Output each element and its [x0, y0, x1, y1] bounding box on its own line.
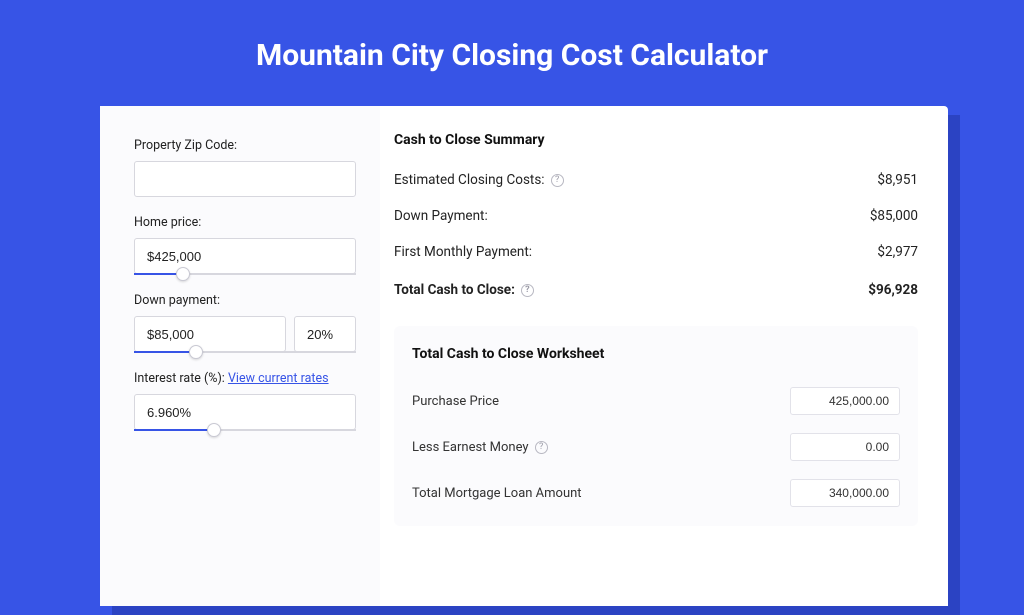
zip-label: Property Zip Code: [134, 138, 356, 153]
zip-input[interactable] [134, 161, 356, 197]
worksheet-row: Less Earnest Money ? [412, 424, 900, 470]
summary-total-value: $96,928 [868, 282, 918, 298]
summary-label: Estimated Closing Costs: [394, 172, 545, 188]
down-payment-pct-input[interactable] [294, 316, 356, 352]
view-rates-link[interactable]: View current rates [228, 371, 329, 386]
home-price-input[interactable] [134, 238, 356, 274]
worksheet-row: Purchase Price [412, 378, 900, 424]
help-icon[interactable]: ? [551, 174, 564, 187]
summary-label: Down Payment: [394, 208, 488, 224]
down-payment-slider[interactable] [134, 351, 356, 353]
results-panel: Cash to Close Summary Estimated Closing … [380, 106, 948, 606]
earnest-money-input[interactable] [790, 433, 900, 461]
slider-fill [134, 351, 196, 353]
slider-thumb[interactable] [207, 423, 221, 437]
home-price-label: Home price: [134, 215, 356, 230]
interest-rate-slider[interactable] [134, 429, 356, 431]
mortgage-loan-input[interactable] [790, 479, 900, 507]
summary-total-label: Total Cash to Close: [394, 282, 515, 298]
summary-row: Down Payment: $85,000 [394, 198, 918, 234]
summary-row: Estimated Closing Costs: ? $8,951 [394, 162, 918, 198]
slider-thumb[interactable] [189, 345, 203, 359]
summary-label: First Monthly Payment: [394, 244, 532, 260]
worksheet-row: Total Mortgage Loan Amount [412, 470, 900, 516]
slider-thumb[interactable] [176, 267, 190, 281]
page-title: Mountain City Closing Cost Calculator [0, 0, 1024, 101]
summary-total-row: Total Cash to Close: ? $96,928 [394, 272, 918, 308]
summary-row: First Monthly Payment: $2,977 [394, 234, 918, 270]
calculator-card: Property Zip Code: Home price: Down paym… [100, 106, 948, 606]
interest-rate-label: Interest rate (%): [134, 371, 225, 386]
help-icon[interactable]: ? [535, 441, 548, 454]
worksheet-label: Less Earnest Money [412, 440, 529, 455]
down-payment-label: Down payment: [134, 293, 356, 308]
summary-value: $2,977 [877, 244, 918, 260]
inputs-panel: Property Zip Code: Home price: Down paym… [100, 106, 380, 606]
worksheet-label: Purchase Price [412, 394, 499, 409]
worksheet-header: Total Cash to Close Worksheet [412, 346, 900, 362]
purchase-price-input[interactable] [790, 387, 900, 415]
worksheet-label: Total Mortgage Loan Amount [412, 486, 582, 501]
interest-rate-input[interactable] [134, 394, 356, 430]
slider-fill [134, 429, 214, 431]
help-icon[interactable]: ? [521, 284, 534, 297]
summary-value: $8,951 [877, 172, 918, 188]
summary-header: Cash to Close Summary [394, 132, 918, 148]
down-payment-amount-input[interactable] [134, 316, 286, 352]
interest-rate-label-row: Interest rate (%): View current rates [134, 371, 356, 386]
summary-value: $85,000 [870, 208, 918, 224]
home-price-slider[interactable] [134, 273, 356, 275]
worksheet-panel: Total Cash to Close Worksheet Purchase P… [394, 326, 918, 526]
